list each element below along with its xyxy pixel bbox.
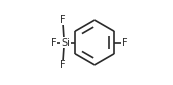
Text: F: F xyxy=(51,37,56,48)
Text: F: F xyxy=(60,60,66,70)
Text: F: F xyxy=(122,37,128,48)
Text: Si: Si xyxy=(61,37,70,48)
Text: F: F xyxy=(60,15,66,25)
